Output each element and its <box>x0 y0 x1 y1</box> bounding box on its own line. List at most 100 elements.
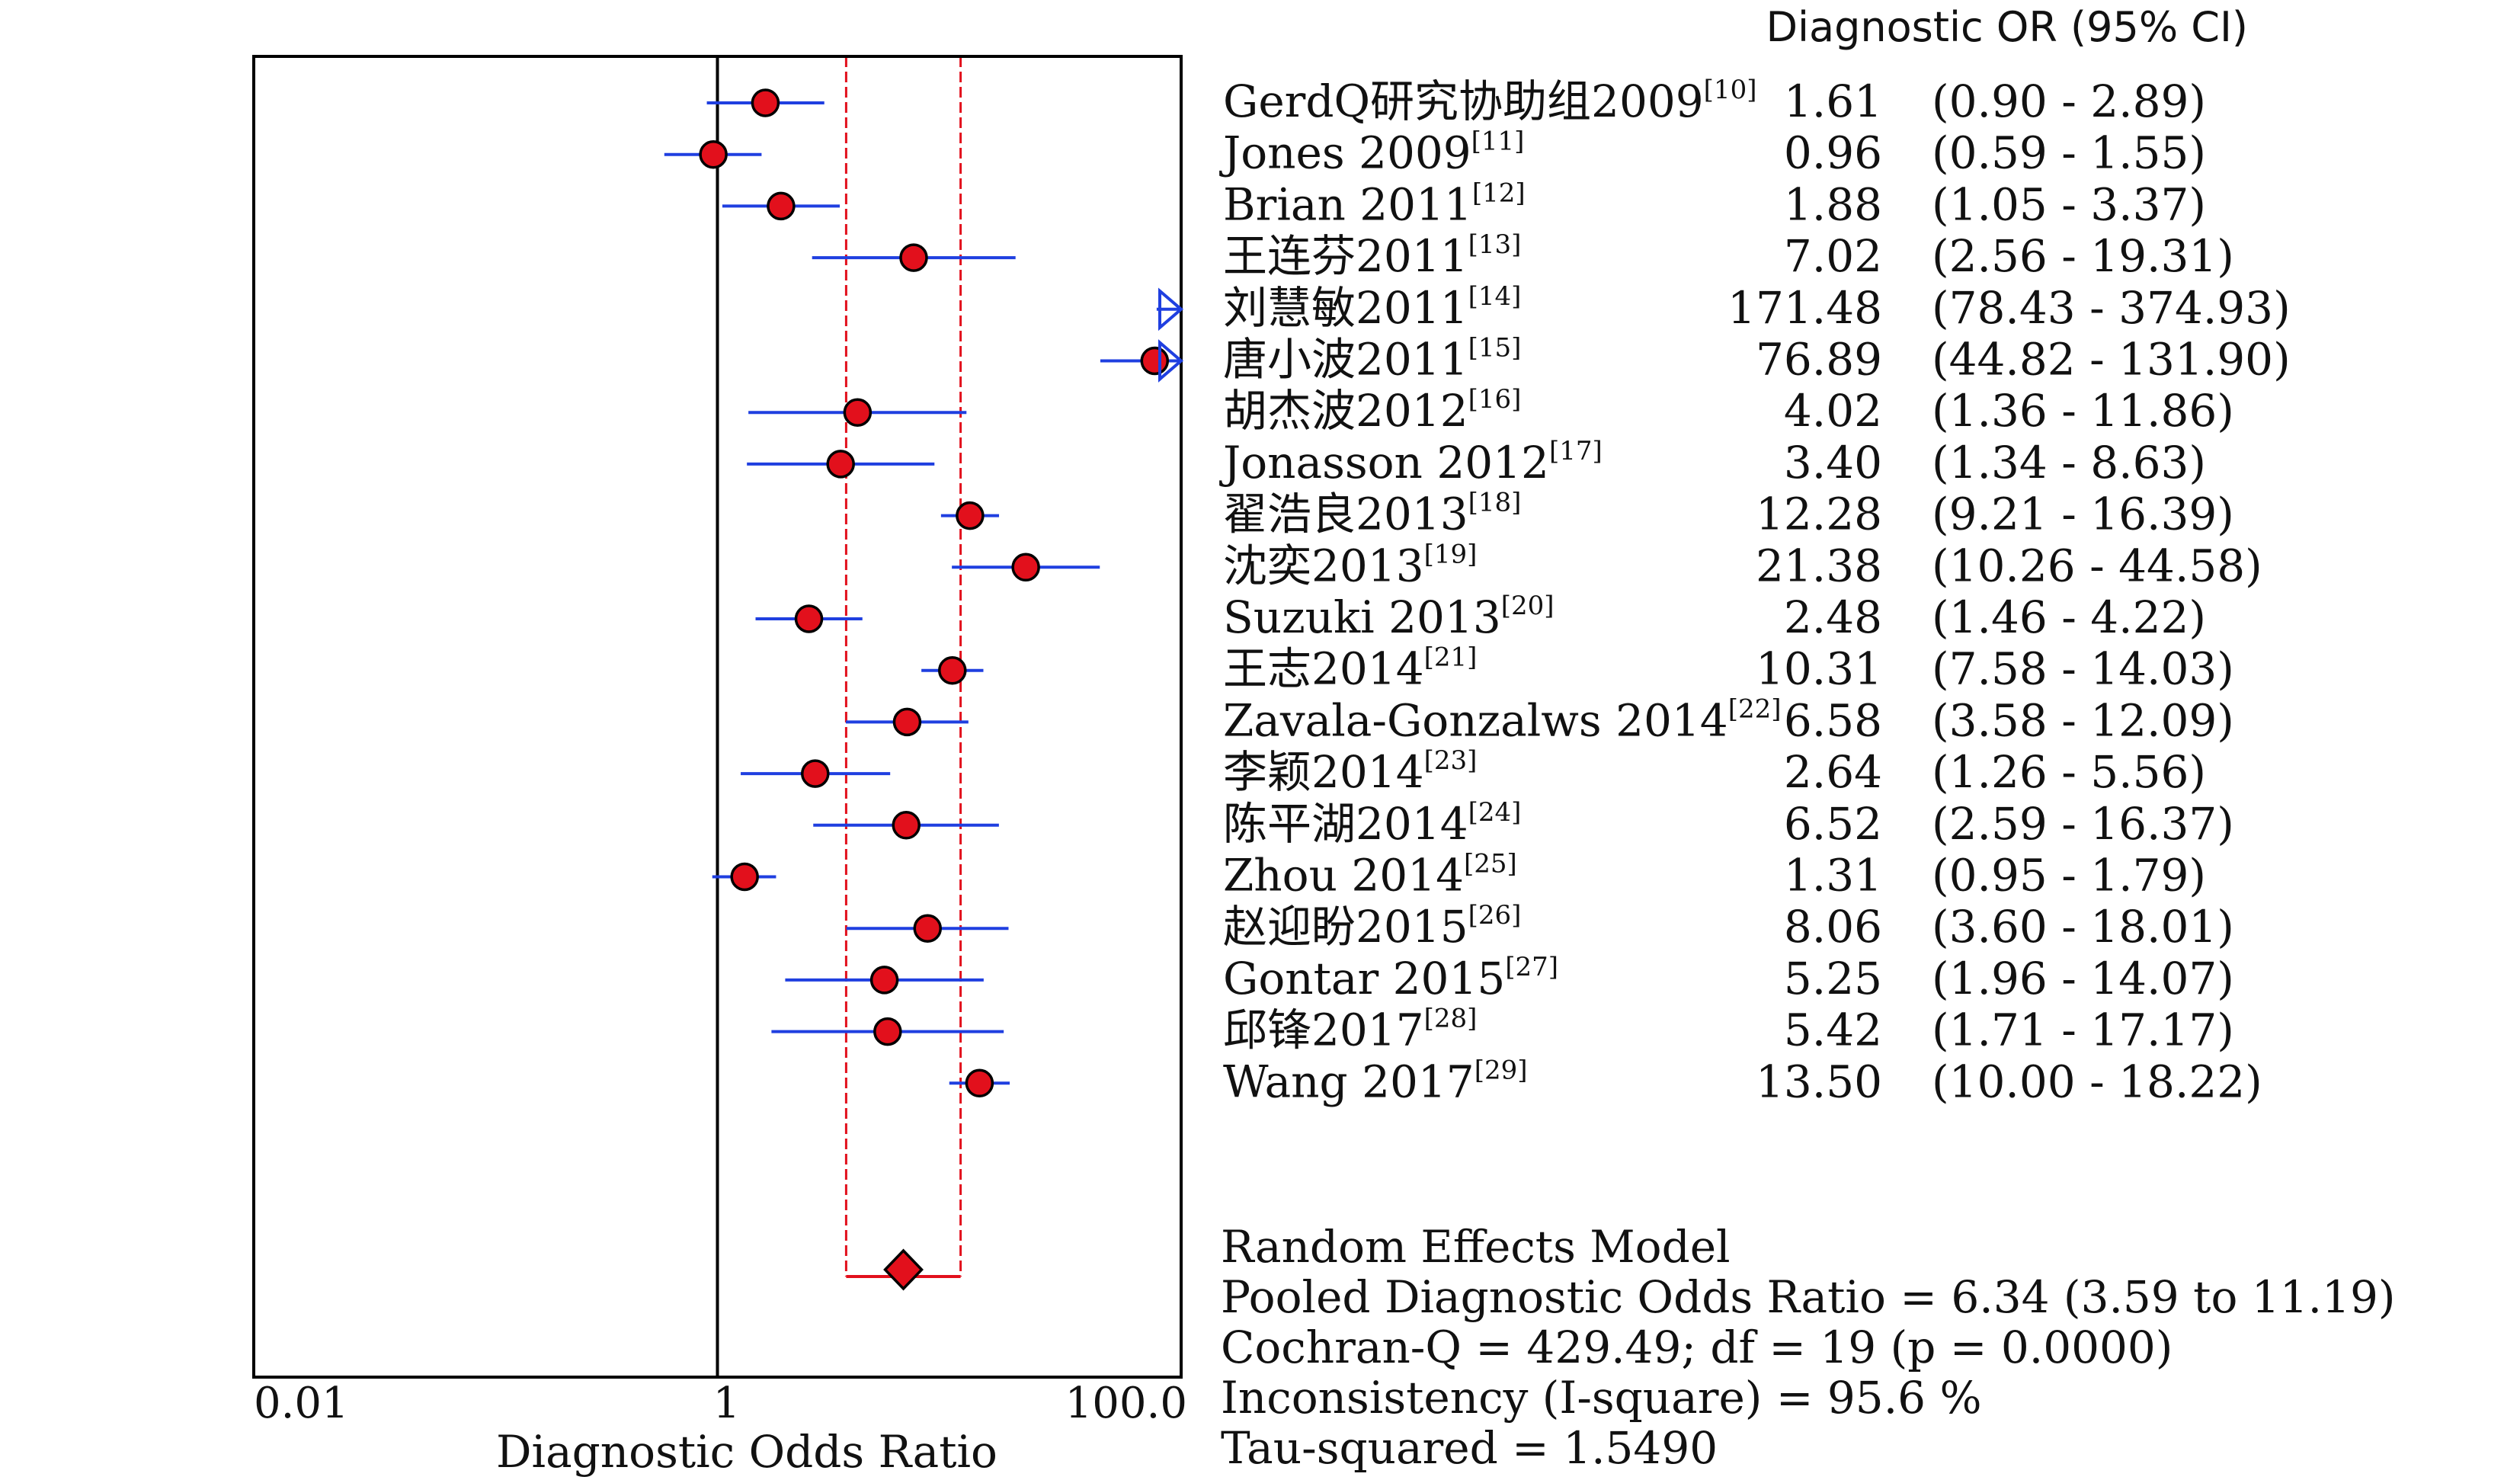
point-estimate <box>767 191 796 221</box>
study-ci-value: (2.59 - 16.37) <box>1932 798 2234 850</box>
study-row-mark <box>712 862 776 892</box>
study-ci-value: (1.36 - 11.86) <box>1932 385 2234 437</box>
study-row-mark <box>1156 287 1184 332</box>
study-name: 王连芬2011 <box>1223 230 1468 282</box>
study-row-mark <box>846 914 1009 943</box>
study-label: Zhou 2014[25] <box>1223 849 1517 902</box>
study-name: Suzuki 2013 <box>1223 591 1501 643</box>
x-tick-label: 0.01 <box>254 1379 349 1428</box>
study-or-value: 171.48 <box>1727 282 1882 334</box>
pooled-diamond-group <box>883 1248 924 1291</box>
study-reference: [15] <box>1468 333 1522 364</box>
off-scale-arrow <box>1158 339 1184 383</box>
study-or-value: 10.31 <box>1756 643 1882 695</box>
study-name: 陈平湖2014 <box>1223 798 1468 850</box>
study-row-mark <box>755 604 863 633</box>
point-estimate <box>869 966 899 995</box>
study-ci-value: (2.56 - 19.31) <box>1932 230 2234 282</box>
point-estimate <box>892 811 921 840</box>
study-name: Zhou 2014 <box>1223 850 1464 902</box>
study-label: 胡杰波2012[16] <box>1223 384 1521 437</box>
study-ci-value: (0.59 - 1.55) <box>1932 127 2206 179</box>
study-ci-value: (0.90 - 2.89) <box>1932 75 2206 127</box>
point-estimate <box>892 707 922 737</box>
off-scale-arrow <box>1158 287 1184 332</box>
study-reference: [14] <box>1468 281 1522 312</box>
study-reference: [20] <box>1501 591 1555 621</box>
study-row-mark <box>771 1017 1004 1046</box>
pooled-diamond <box>883 1248 924 1291</box>
point-estimate <box>1140 346 1170 376</box>
study-or-value: 4.02 <box>1784 385 1882 437</box>
x-axis-ticks: 0.01 1 100.0 <box>254 1379 1187 1428</box>
study-or-value: 1.88 <box>1784 178 1882 230</box>
summary-line: Pooled Diagnostic Odds Ratio = 6.34 (3.5… <box>1221 1271 2395 1323</box>
study-or-value: 8.06 <box>1784 901 1882 953</box>
study-row-mark <box>812 243 1016 272</box>
study-label: 陈平湖2014[24] <box>1223 797 1521 850</box>
study-or-value: 21.38 <box>1756 540 1882 591</box>
study-reference: [16] <box>1468 384 1522 415</box>
column-header: Diagnostic OR (95% CI) <box>1766 3 2248 51</box>
study-reference: [27] <box>1505 952 1558 982</box>
study-ci-value: (1.05 - 3.37) <box>1932 178 2206 230</box>
study-row-mark <box>706 88 825 117</box>
point-estimate <box>751 88 780 117</box>
study-row-mark <box>722 191 841 221</box>
study-ci-value: (1.26 - 5.56) <box>1932 746 2206 798</box>
study-ci-value: (9.21 - 16.39) <box>1932 489 2234 540</box>
study-name: 王志2014 <box>1223 643 1424 695</box>
study-reference: [11] <box>1471 127 1525 157</box>
study-label: Gontar 2015[27] <box>1223 952 1558 1004</box>
study-or-value: 0.96 <box>1784 127 1882 179</box>
study-or-value: 3.40 <box>1784 437 1882 489</box>
study-label: 李颖2014[23] <box>1223 745 1477 798</box>
study-label: 翟浩良2013[18] <box>1223 488 1521 540</box>
study-ci-value: (3.60 - 18.01) <box>1932 901 2234 953</box>
study-name: 沈奕2013 <box>1223 540 1424 591</box>
study-or-value: 76.89 <box>1756 334 1882 386</box>
study-ci-value: (44.82 - 131.90) <box>1932 334 2291 386</box>
study-label: 沈奕2013[19] <box>1223 539 1477 591</box>
study-label: Zavala-Gonzalws 2014[22] <box>1223 694 1782 746</box>
point-estimate <box>956 501 985 530</box>
study-row-mark <box>741 759 891 788</box>
study-ci-value: (7.58 - 14.03) <box>1932 643 2234 695</box>
study-reference: [18] <box>1468 488 1522 518</box>
study-reference: [22] <box>1728 694 1782 724</box>
study-reference: [28] <box>1424 1004 1478 1034</box>
study-ci-value: (1.71 - 17.17) <box>1932 1004 2234 1056</box>
study-or-value: 6.52 <box>1784 798 1882 850</box>
study-ci-value: (10.00 - 18.22) <box>1932 1056 2262 1107</box>
study-ci-value: (0.95 - 1.79) <box>1932 850 2206 902</box>
study-row-mark <box>940 501 1000 530</box>
study-row-mark <box>785 966 984 995</box>
study-or-value: 1.61 <box>1784 75 1882 127</box>
study-label: Jonasson 2012[17] <box>1219 436 1603 489</box>
study-row-mark <box>949 1068 1010 1098</box>
study-labels: GerdQ研究协助组2009[10] 1.61 (0.90 - 2.89) Jones… <box>1219 75 2291 1107</box>
study-name: Wang 2017 <box>1223 1056 1475 1107</box>
study-name: 赵迎盼2015 <box>1223 901 1468 953</box>
study-ci-value: (1.34 - 8.63) <box>1932 437 2206 489</box>
study-reference: [23] <box>1424 745 1478 776</box>
summary-line: Inconsistency (I-square) = 95.6 % <box>1221 1372 1982 1424</box>
study-name: Jones 2009 <box>1219 127 1471 179</box>
study-or-value: 12.28 <box>1756 489 1882 540</box>
study-or-value: 5.42 <box>1784 1004 1882 1056</box>
study-ci-value: (10.26 - 44.58) <box>1932 540 2262 591</box>
point-estimate <box>873 1017 902 1046</box>
study-name: 邱锋2017 <box>1223 1004 1424 1056</box>
study-label: 刘慧敏2011[14] <box>1223 281 1521 334</box>
study-label: Suzuki 2013[20] <box>1223 591 1555 643</box>
point-estimate <box>794 604 824 633</box>
study-or-value: 5.25 <box>1784 953 1882 1004</box>
point-estimate <box>938 655 967 685</box>
point-estimate <box>826 450 855 479</box>
study-or-value: 2.48 <box>1784 591 1882 643</box>
study-or-value: 6.58 <box>1784 694 1882 746</box>
point-estimate <box>965 1068 994 1098</box>
study-marks <box>664 88 1184 1098</box>
x-tick-label: 1 <box>713 1379 741 1428</box>
